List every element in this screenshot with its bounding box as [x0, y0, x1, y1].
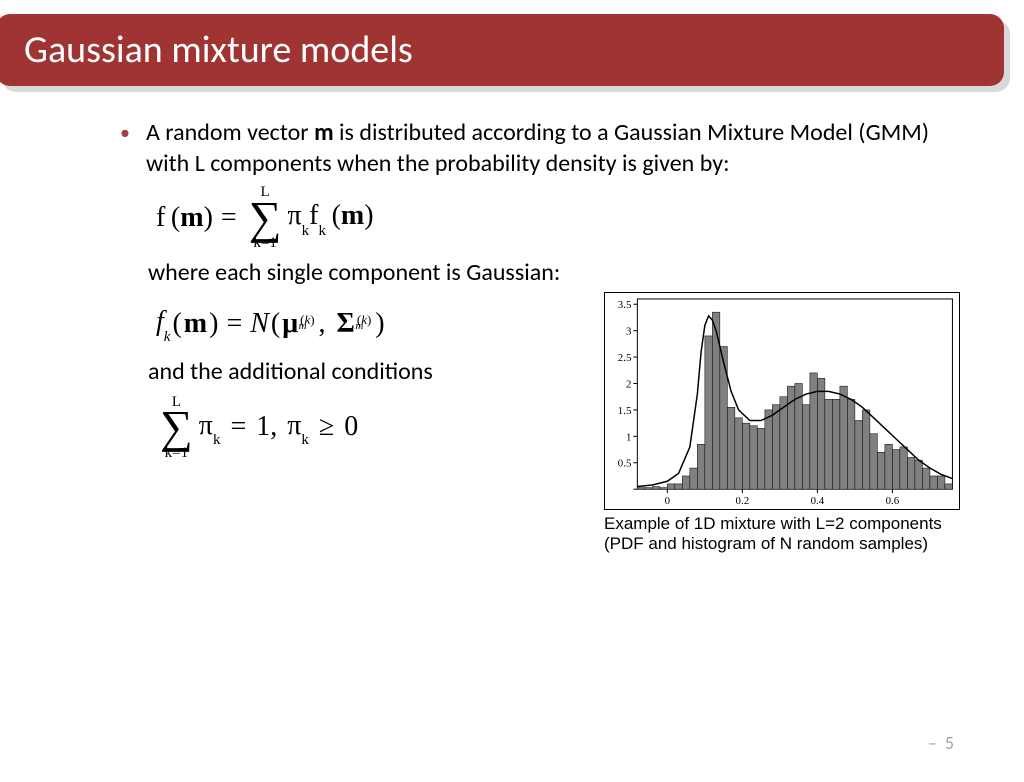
title-bar: Gaussian mixture models	[0, 14, 1004, 86]
page-number-value: 5	[945, 732, 954, 754]
slide-title: Gaussian mixture models	[24, 27, 413, 73]
chart-column: 0.5 1 1.5 2 2.5 3 3.5 0 0.2 0.4 0.6 Example of 1D …	[604, 292, 974, 555]
page-number: –5	[928, 732, 954, 754]
formula-2: fk(m) = N(μ(k)m, Σ(k)m)	[120, 292, 604, 356]
formula-1: f (m) = L ∑ k=1 πkfk (m)	[120, 179, 954, 256]
svg-text:1: 1	[626, 431, 631, 443]
bullet-text: A random vector m is distributed accordi…	[146, 118, 954, 179]
svg-text:0.4: 0.4	[811, 495, 825, 507]
svg-text:1.5: 1.5	[618, 405, 632, 417]
svg-text:0: 0	[665, 495, 671, 507]
line-conditions: and the additional conditions	[148, 356, 604, 387]
svg-text:2: 2	[626, 378, 631, 390]
formula-3: L ∑ k=1 πk =1, πk ≥0	[120, 387, 604, 466]
chart-caption: Example of 1D mixture with L=2 component…	[604, 514, 960, 555]
bullet-item: • A random vector m is distributed accor…	[120, 118, 954, 179]
svg-text:2.5: 2.5	[618, 352, 632, 364]
svg-text:3.5: 3.5	[618, 299, 632, 311]
bullet-text-part1: A random vector	[146, 118, 314, 147]
svg-text:0.6: 0.6	[886, 495, 900, 507]
line-where: where each single component is Gaussian:	[148, 257, 954, 288]
slide-content: • A random vector m is distributed accor…	[0, 86, 1024, 555]
bullet-icon: •	[120, 118, 130, 179]
svg-text:0.2: 0.2	[736, 495, 750, 507]
gmm-chart: 0.5 1 1.5 2 2.5 3 3.5 0 0.2 0.4 0.6	[604, 292, 960, 510]
svg-text:3: 3	[626, 326, 632, 338]
title-banner: Gaussian mixture models	[0, 14, 1004, 86]
bullet-text-bold: m	[314, 118, 334, 147]
svg-text:0.5: 0.5	[618, 458, 632, 470]
